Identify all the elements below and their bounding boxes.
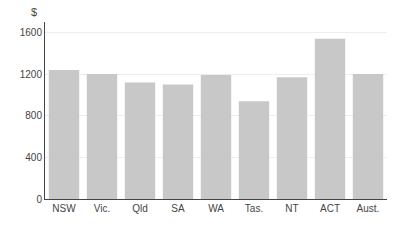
svg-text:NT: NT xyxy=(285,203,298,214)
svg-text:Qld: Qld xyxy=(132,203,148,214)
svg-text:Aust.: Aust. xyxy=(357,203,380,214)
svg-text:1600: 1600 xyxy=(20,27,43,38)
svg-text:Tas.: Tas. xyxy=(245,203,263,214)
svg-text:WA: WA xyxy=(208,203,224,214)
svg-text:Vic.: Vic. xyxy=(94,203,111,214)
svg-text:ACT: ACT xyxy=(320,203,340,214)
svg-text:0: 0 xyxy=(36,194,42,205)
svg-text:400: 400 xyxy=(25,152,42,163)
svg-text:800: 800 xyxy=(25,110,42,121)
svg-text:1200: 1200 xyxy=(20,69,43,80)
svg-text:NSW: NSW xyxy=(52,203,76,214)
svg-text:SA: SA xyxy=(171,203,185,214)
svg-text:$: $ xyxy=(31,6,37,18)
